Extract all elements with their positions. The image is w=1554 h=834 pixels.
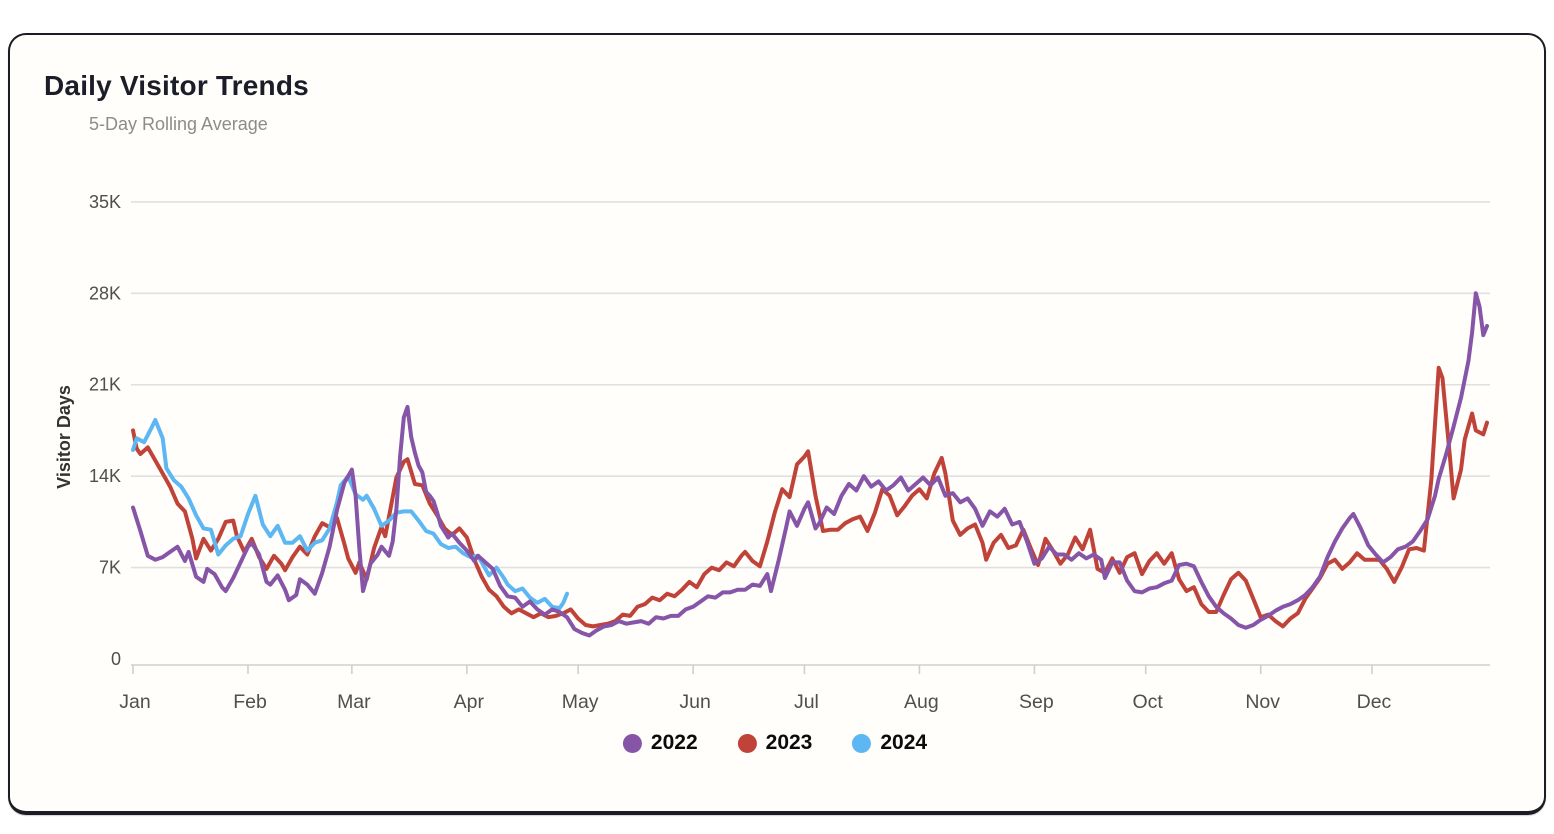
y-tick-label: 28K — [89, 283, 121, 303]
month-label: Mar — [337, 691, 371, 713]
month-label: Jul — [794, 691, 819, 713]
legend-item-2024[interactable]: 2024 — [852, 731, 927, 755]
y-tick-label: 14K — [89, 466, 121, 486]
legend-dot-icon — [852, 733, 872, 753]
legend-label: 2022 — [650, 731, 698, 754]
y-tick-label: 0 — [111, 649, 121, 669]
chart-legend: 2022 2023 2024 — [622, 731, 927, 755]
series-line-2024[interactable] — [131, 418, 569, 611]
chart-subtitle: 5-Day Rolling Average — [89, 114, 268, 134]
month-label: Aug — [904, 691, 939, 713]
y-tick-label: 7K — [99, 558, 121, 578]
legend-item-2022[interactable]: 2022 — [622, 731, 698, 755]
legend-item-2023[interactable]: 2023 — [737, 731, 813, 755]
month-label: Jun — [679, 691, 710, 713]
legend-label: 2024 — [880, 731, 928, 754]
month-label: Dec — [1357, 691, 1392, 713]
y-axis-title: Visitor Days — [54, 385, 74, 489]
chart-title: Daily Visitor Trends — [44, 70, 309, 101]
month-label: Sep — [1019, 691, 1054, 713]
y-tick-label: 21K — [89, 375, 121, 395]
y-tick-label: 35K — [89, 192, 121, 212]
month-label: Jan — [119, 691, 150, 713]
month-label: Nov — [1245, 691, 1280, 713]
legend-dot-icon — [622, 733, 642, 753]
month-label: Feb — [233, 691, 267, 713]
month-label: May — [562, 691, 599, 713]
legend-label: 2023 — [765, 731, 813, 754]
series-line-2022[interactable] — [131, 291, 1489, 638]
chart-card — [8, 33, 1546, 815]
month-label: Apr — [454, 691, 485, 713]
month-label: Oct — [1133, 691, 1164, 713]
legend-dot-icon — [737, 733, 757, 753]
